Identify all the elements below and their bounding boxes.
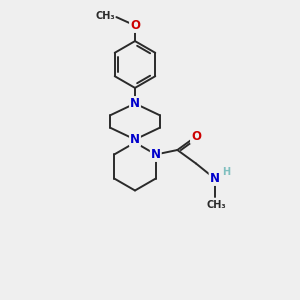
Text: CH₃: CH₃ <box>95 11 115 21</box>
Text: N: N <box>130 133 140 146</box>
Text: H: H <box>222 167 230 177</box>
Text: N: N <box>130 97 140 110</box>
Text: O: O <box>130 19 140 32</box>
Text: N: N <box>210 172 220 185</box>
Text: CH₃: CH₃ <box>206 200 226 210</box>
Text: O: O <box>191 130 201 143</box>
Text: N: N <box>151 148 161 161</box>
